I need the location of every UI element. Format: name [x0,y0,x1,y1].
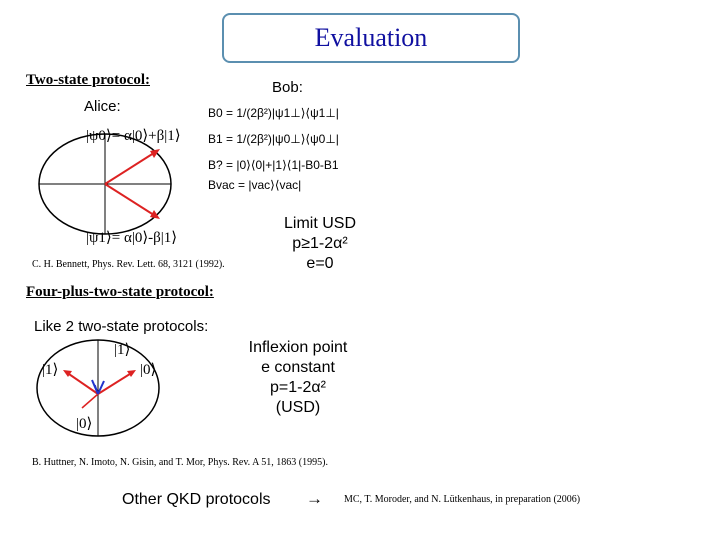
vector-upper-left [65,371,99,395]
b1-operator: B1 = 1/(2β²)|ψ0⊥⟩⟨ψ0⊥| [208,132,339,146]
inflexion-block: Inflexion point e constant p=1-2α² (USD) [232,338,364,418]
moroder-reference: MC, T. Moroder, and N. Lütkenhaus, in pr… [344,494,581,505]
inflexion-error: e constant [261,359,335,376]
b-inconclusive-operator: B? = |0⟩⟨0|+|1⟩⟨1|-B0-B1 [208,158,339,172]
psi0-vector [104,150,158,185]
small-vector-c [94,384,99,395]
like-two-protocols-text: Like 2 two-state protocols: [34,318,209,335]
psi0-state: |ψ0⟩= α|0⟩+β|1⟩ [86,128,181,144]
arrowhead-upper-right [127,370,136,377]
slide-title: Evaluation [314,23,428,52]
ket1-left-label: |1⟩ [42,362,59,378]
bob-label: Bob: [272,79,303,96]
inflexion-usd: (USD) [275,399,321,416]
b-vac-operator: Bvac = |vac⟩⟨vac| [208,178,302,192]
other-qkd-protocols: Other QKD protocols [122,491,271,508]
bennett-reference: C. H. Bennett, Phys. Rev. Lett. 68, 3121… [32,259,225,270]
huttner-reference: B. Huttner, N. Imoto, N. Gisin, and T. M… [32,457,328,468]
psi0-arrowhead [150,149,160,158]
inflexion-title: Inflexion point [248,339,348,356]
arrowhead-upper-left [63,370,72,377]
inflexion-probability: p=1-2α² [270,379,326,396]
right-arrow-icon: → [306,489,323,508]
limit-usd-probability: p≥1-2α² [292,235,348,252]
psi1-arrowhead [150,210,160,219]
vector-lower-left [81,393,99,409]
ket0-bottom-label: |0⟩ [76,416,93,432]
limit-usd-error: e=0 [306,255,334,272]
four-plus-two-heading: Four-plus-two-state protocol: [26,284,214,300]
limit-usd-block: Limit USD p≥1-2α² e=0 [272,214,368,274]
b0-operator: B0 = 1/(2β²)|ψ1⊥⟩⟨ψ1⊥| [208,106,339,120]
title-box: Evaluation [222,13,520,63]
psi1-state: |ψ1⟩= α|0⟩-β|1⟩ [86,230,178,246]
vector-upper-right [97,371,134,395]
small-vector-b [97,380,105,395]
alice-label: Alice: [84,98,121,115]
psi1-vector [104,183,158,218]
two-state-heading: Two-state protocol: [26,72,150,88]
limit-usd-title: Limit USD [283,215,356,232]
